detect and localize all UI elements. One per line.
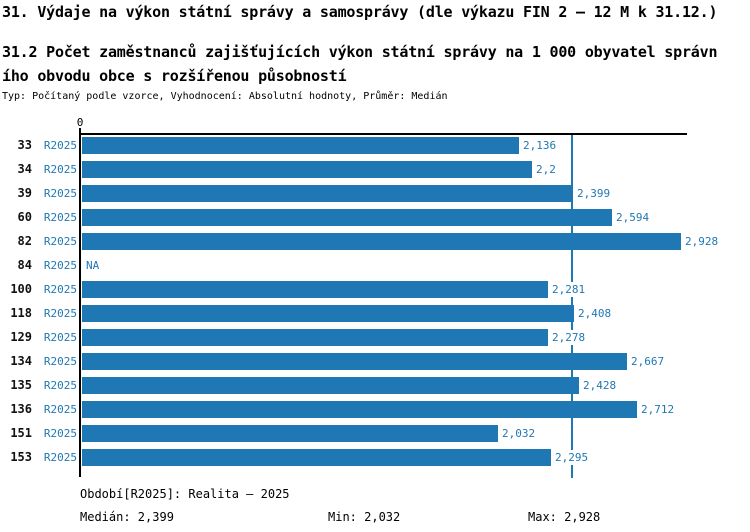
row-category-label: 60	[17, 210, 32, 224]
row-bar	[82, 305, 574, 322]
row-period-label: R2025	[43, 283, 77, 296]
row-value-label: 2,428	[581, 378, 619, 393]
chart-row: 153 R2025 2,295	[0, 449, 750, 473]
chart-row: 82 R2025 2,928	[0, 233, 750, 257]
row-period-label: R2025	[43, 139, 77, 152]
row-period-label: R2025	[43, 355, 77, 368]
indicator-meta: Typ: Počítaný podle vzorce, Vyhodnocení:…	[2, 91, 448, 102]
row-period-label: R2025	[43, 427, 77, 440]
row-category-label: 33	[17, 138, 32, 152]
stat-median: Medián: 2,399	[80, 510, 174, 524]
chart-row: 84 R2025 NA	[0, 257, 750, 281]
row-period-label: R2025	[43, 331, 77, 344]
y-axis-line	[79, 128, 81, 477]
x-axis-line	[80, 133, 687, 135]
row-bar	[82, 137, 519, 154]
row-value-label: 2,032	[500, 426, 538, 441]
row-value-label: 2,281	[550, 282, 588, 297]
row-period-label: R2025	[43, 211, 77, 224]
row-bar	[82, 449, 551, 466]
row-period-label: R2025	[43, 379, 77, 392]
row-period-label: R2025	[43, 451, 77, 464]
row-period-label: R2025	[43, 307, 77, 320]
row-value-label: 2,594	[614, 210, 652, 225]
row-value-label: 2,399	[575, 186, 613, 201]
row-bar	[82, 353, 627, 370]
row-category-label: 82	[17, 234, 32, 248]
row-period-label: R2025	[43, 187, 77, 200]
chart-row: 100 R2025 2,281	[0, 281, 750, 305]
row-value-label: NA	[84, 258, 102, 273]
row-bar	[82, 329, 548, 346]
row-value-label: 2,928	[683, 234, 721, 249]
row-period-label: R2025	[43, 235, 77, 248]
row-bar	[82, 185, 573, 202]
row-category-label: 100	[10, 282, 32, 296]
row-category-label: 153	[10, 450, 32, 464]
row-bar	[82, 425, 498, 442]
report-title: 31. Výdaje na výkon státní správy a samo…	[2, 3, 718, 21]
chart-row: 33 R2025 2,136	[0, 137, 750, 161]
row-period-label: R2025	[43, 259, 77, 272]
row-category-label: 134	[10, 354, 32, 368]
row-value-label: 2,712	[639, 402, 677, 417]
row-value-label: 2,136	[521, 138, 559, 153]
chart-row: 135 R2025 2,428	[0, 377, 750, 401]
row-value-label: 2,295	[553, 450, 591, 465]
chart-row: 136 R2025 2,712	[0, 401, 750, 425]
stat-max: Max: 2,928	[528, 510, 601, 524]
chart-row: 151 R2025 2,032	[0, 425, 750, 449]
chart-row: 34 R2025 2,2	[0, 161, 750, 185]
legend-period: Období[R2025]: Realita – 2025	[80, 487, 290, 501]
row-category-label: 34	[17, 162, 32, 176]
chart-row: 60 R2025 2,594	[0, 209, 750, 233]
stat-min: Min: 2,032	[328, 510, 401, 524]
row-category-label: 84	[17, 258, 32, 272]
row-bar	[82, 281, 548, 298]
chart-row: 134 R2025 2,667	[0, 353, 750, 377]
indicator-subtitle: 31.2 Počet zaměstnanců zajišťujících výk…	[2, 43, 718, 85]
x-axis-zero-tick-label: 0	[76, 116, 84, 129]
row-category-label: 151	[10, 426, 32, 440]
row-bar	[82, 233, 681, 250]
row-category-label: 129	[10, 330, 32, 344]
row-value-label: 2,667	[629, 354, 667, 369]
chart-row: 118 R2025 2,408	[0, 305, 750, 329]
chart-row: 39 R2025 2,399	[0, 185, 750, 209]
row-value-label: 2,278	[550, 330, 588, 345]
chart-row: 129 R2025 2,278	[0, 329, 750, 353]
row-value-label: 2,408	[576, 306, 614, 321]
row-bar	[82, 401, 637, 418]
row-bar	[82, 161, 532, 178]
row-category-label: 136	[10, 402, 32, 416]
row-category-label: 39	[17, 186, 32, 200]
row-bar	[82, 209, 612, 226]
row-period-label: R2025	[43, 163, 77, 176]
row-value-label: 2,2	[534, 162, 558, 177]
row-bar	[82, 377, 579, 394]
row-category-label: 135	[10, 378, 32, 392]
row-period-label: R2025	[43, 403, 77, 416]
row-category-label: 118	[10, 306, 32, 320]
